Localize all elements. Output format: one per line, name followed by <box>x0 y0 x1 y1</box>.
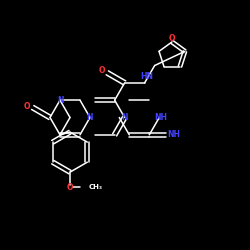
Text: N: N <box>87 113 93 122</box>
Text: O: O <box>169 34 175 43</box>
Text: N: N <box>57 96 63 105</box>
Text: CH₃: CH₃ <box>88 184 102 190</box>
Text: O: O <box>98 66 105 75</box>
Text: N: N <box>122 113 128 122</box>
Text: NH: NH <box>154 113 167 122</box>
Text: O: O <box>67 183 73 192</box>
Text: HN: HN <box>141 72 154 81</box>
Text: O: O <box>24 102 30 111</box>
Text: NH: NH <box>167 130 180 139</box>
